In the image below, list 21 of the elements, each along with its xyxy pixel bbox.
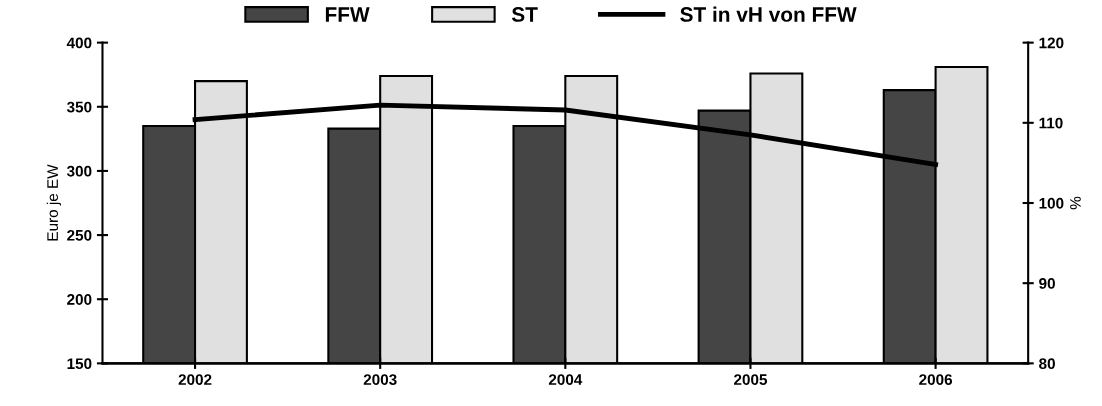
y-tick-label: 400	[66, 37, 92, 49]
legend-label: FFW	[325, 7, 370, 22]
x-tick-label: 2005	[734, 374, 768, 386]
x-tick-label: 2002	[178, 374, 212, 386]
y-tick-label: 250	[67, 229, 92, 241]
y2-tick-label: 80	[1039, 358, 1055, 370]
y2-axis-title: %	[1070, 196, 1081, 210]
y2-tick-label: 120	[1039, 37, 1064, 49]
y-tick-label: 350	[66, 101, 92, 113]
y-tick-label: 150	[67, 358, 92, 370]
x-tick-label: 2004	[548, 374, 583, 386]
y2-tick-label: 100	[1039, 197, 1064, 209]
x-tick-label: 2006	[919, 374, 953, 386]
y2-tick-label: 110	[1039, 117, 1063, 129]
y2-tick-label: 90	[1039, 278, 1055, 289]
y-axis-title: Euro je EW	[46, 164, 62, 241]
legend-label: ST	[511, 7, 538, 22]
legend-label: ST in vH von FFW	[680, 6, 857, 22]
y-tick-label: 200	[67, 294, 92, 305]
x-tick-label: 2003	[363, 374, 397, 386]
y-tick-label: 300	[66, 165, 92, 177]
